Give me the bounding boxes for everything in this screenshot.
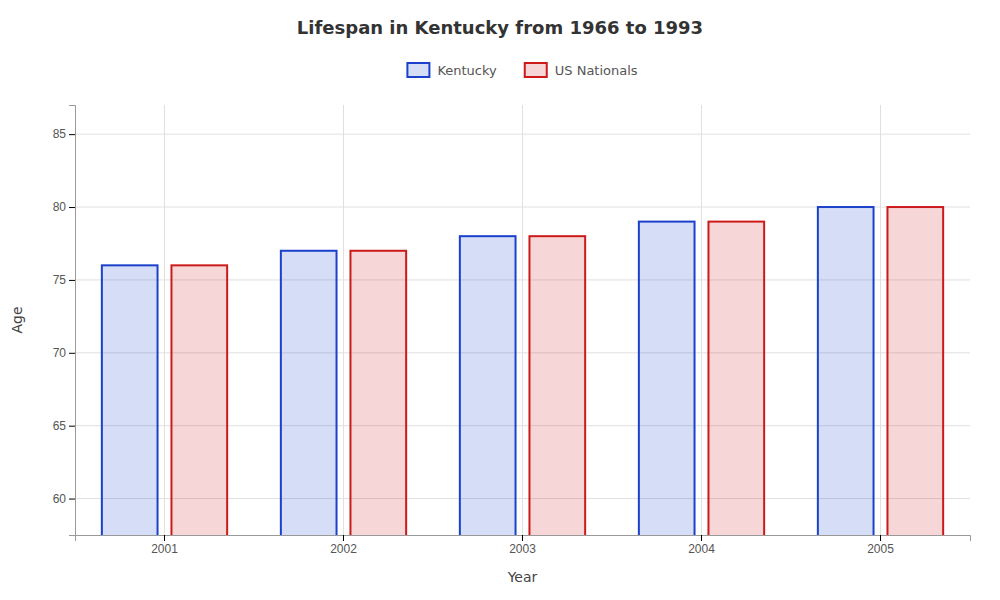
y-tick-mark (69, 426, 75, 427)
y-tick: 65 (53, 419, 75, 433)
x-tick: 2005 (867, 535, 894, 556)
x-tick: 2003 (509, 535, 536, 556)
plot-area: 60 65 70 75 80 85 2001 2002 2003 2004 2005 (53, 105, 971, 600)
y-tick-mark (69, 207, 75, 208)
x-tick-mark (701, 535, 702, 541)
bar (529, 236, 585, 535)
y-tick-mark (69, 499, 75, 500)
x-tick: 2002 (330, 535, 357, 556)
y-tick: 75 (53, 273, 75, 287)
x-grid-line (880, 105, 881, 535)
chart: 60 65 70 75 80 85 2001 2002 2003 2004 2005 Year Age L… (0, 0, 1000, 600)
bar (281, 251, 337, 535)
x-tick: 2001 (151, 535, 178, 556)
x-axis: 2001 2002 2003 2004 2005 (76, 535, 971, 556)
y-tick: 60 (53, 492, 75, 506)
x-axis-line (76, 536, 971, 542)
y-tick-label: 80 (53, 200, 67, 214)
legend-item: Kentucky (407, 63, 497, 78)
x-grid-line (522, 105, 523, 535)
legend: Kentucky US Nationals (407, 63, 637, 78)
legend-label: Kentucky (437, 63, 497, 78)
bar-series (171, 207, 943, 535)
bar (102, 265, 158, 535)
y-axis: 60 65 70 75 80 85 (53, 106, 76, 536)
chart-title: Lifespan in Kentucky from 1966 to 1993 (297, 17, 703, 38)
bars (102, 207, 943, 535)
bar (171, 265, 227, 535)
x-grid-line (164, 105, 165, 535)
bar (460, 236, 516, 535)
bar (350, 251, 406, 535)
y-tick-label: 75 (53, 273, 67, 287)
x-tick-mark (343, 535, 344, 541)
bar (887, 207, 943, 535)
legend-item: US Nationals (525, 63, 638, 78)
y-tick-mark (69, 280, 75, 281)
y-tick-label: 70 (53, 346, 67, 360)
y-axis-title: Age (9, 306, 25, 333)
y-tick: 80 (53, 200, 75, 214)
y-tick: 70 (53, 346, 75, 360)
x-tick-label: 2005 (867, 542, 894, 556)
x-tick-label: 2001 (151, 542, 178, 556)
x-tick-label: 2004 (688, 542, 715, 556)
y-axis-line (69, 106, 76, 536)
x-tick-mark (880, 535, 881, 541)
bar (639, 222, 695, 535)
y-tick-label: 65 (53, 419, 67, 433)
x-grid-line (343, 105, 344, 535)
y-tick-label: 60 (53, 492, 67, 506)
y-tick-label: 85 (53, 127, 67, 141)
bar (708, 222, 764, 535)
legend-label: US Nationals (555, 63, 638, 78)
x-grid-line (701, 105, 702, 535)
bar (818, 207, 874, 535)
x-tick-mark (164, 535, 165, 541)
x-tick: 2004 (688, 535, 715, 556)
y-tick: 85 (53, 127, 75, 141)
legend-swatch (407, 63, 429, 77)
x-tick-label: 2002 (330, 542, 357, 556)
legend-swatch (525, 63, 547, 77)
x-axis-title: Year (507, 569, 538, 585)
y-tick-mark (69, 134, 75, 135)
x-tick-label: 2003 (509, 542, 536, 556)
y-tick-mark (69, 353, 75, 354)
x-tick-mark (522, 535, 523, 541)
bar-series (102, 207, 874, 535)
